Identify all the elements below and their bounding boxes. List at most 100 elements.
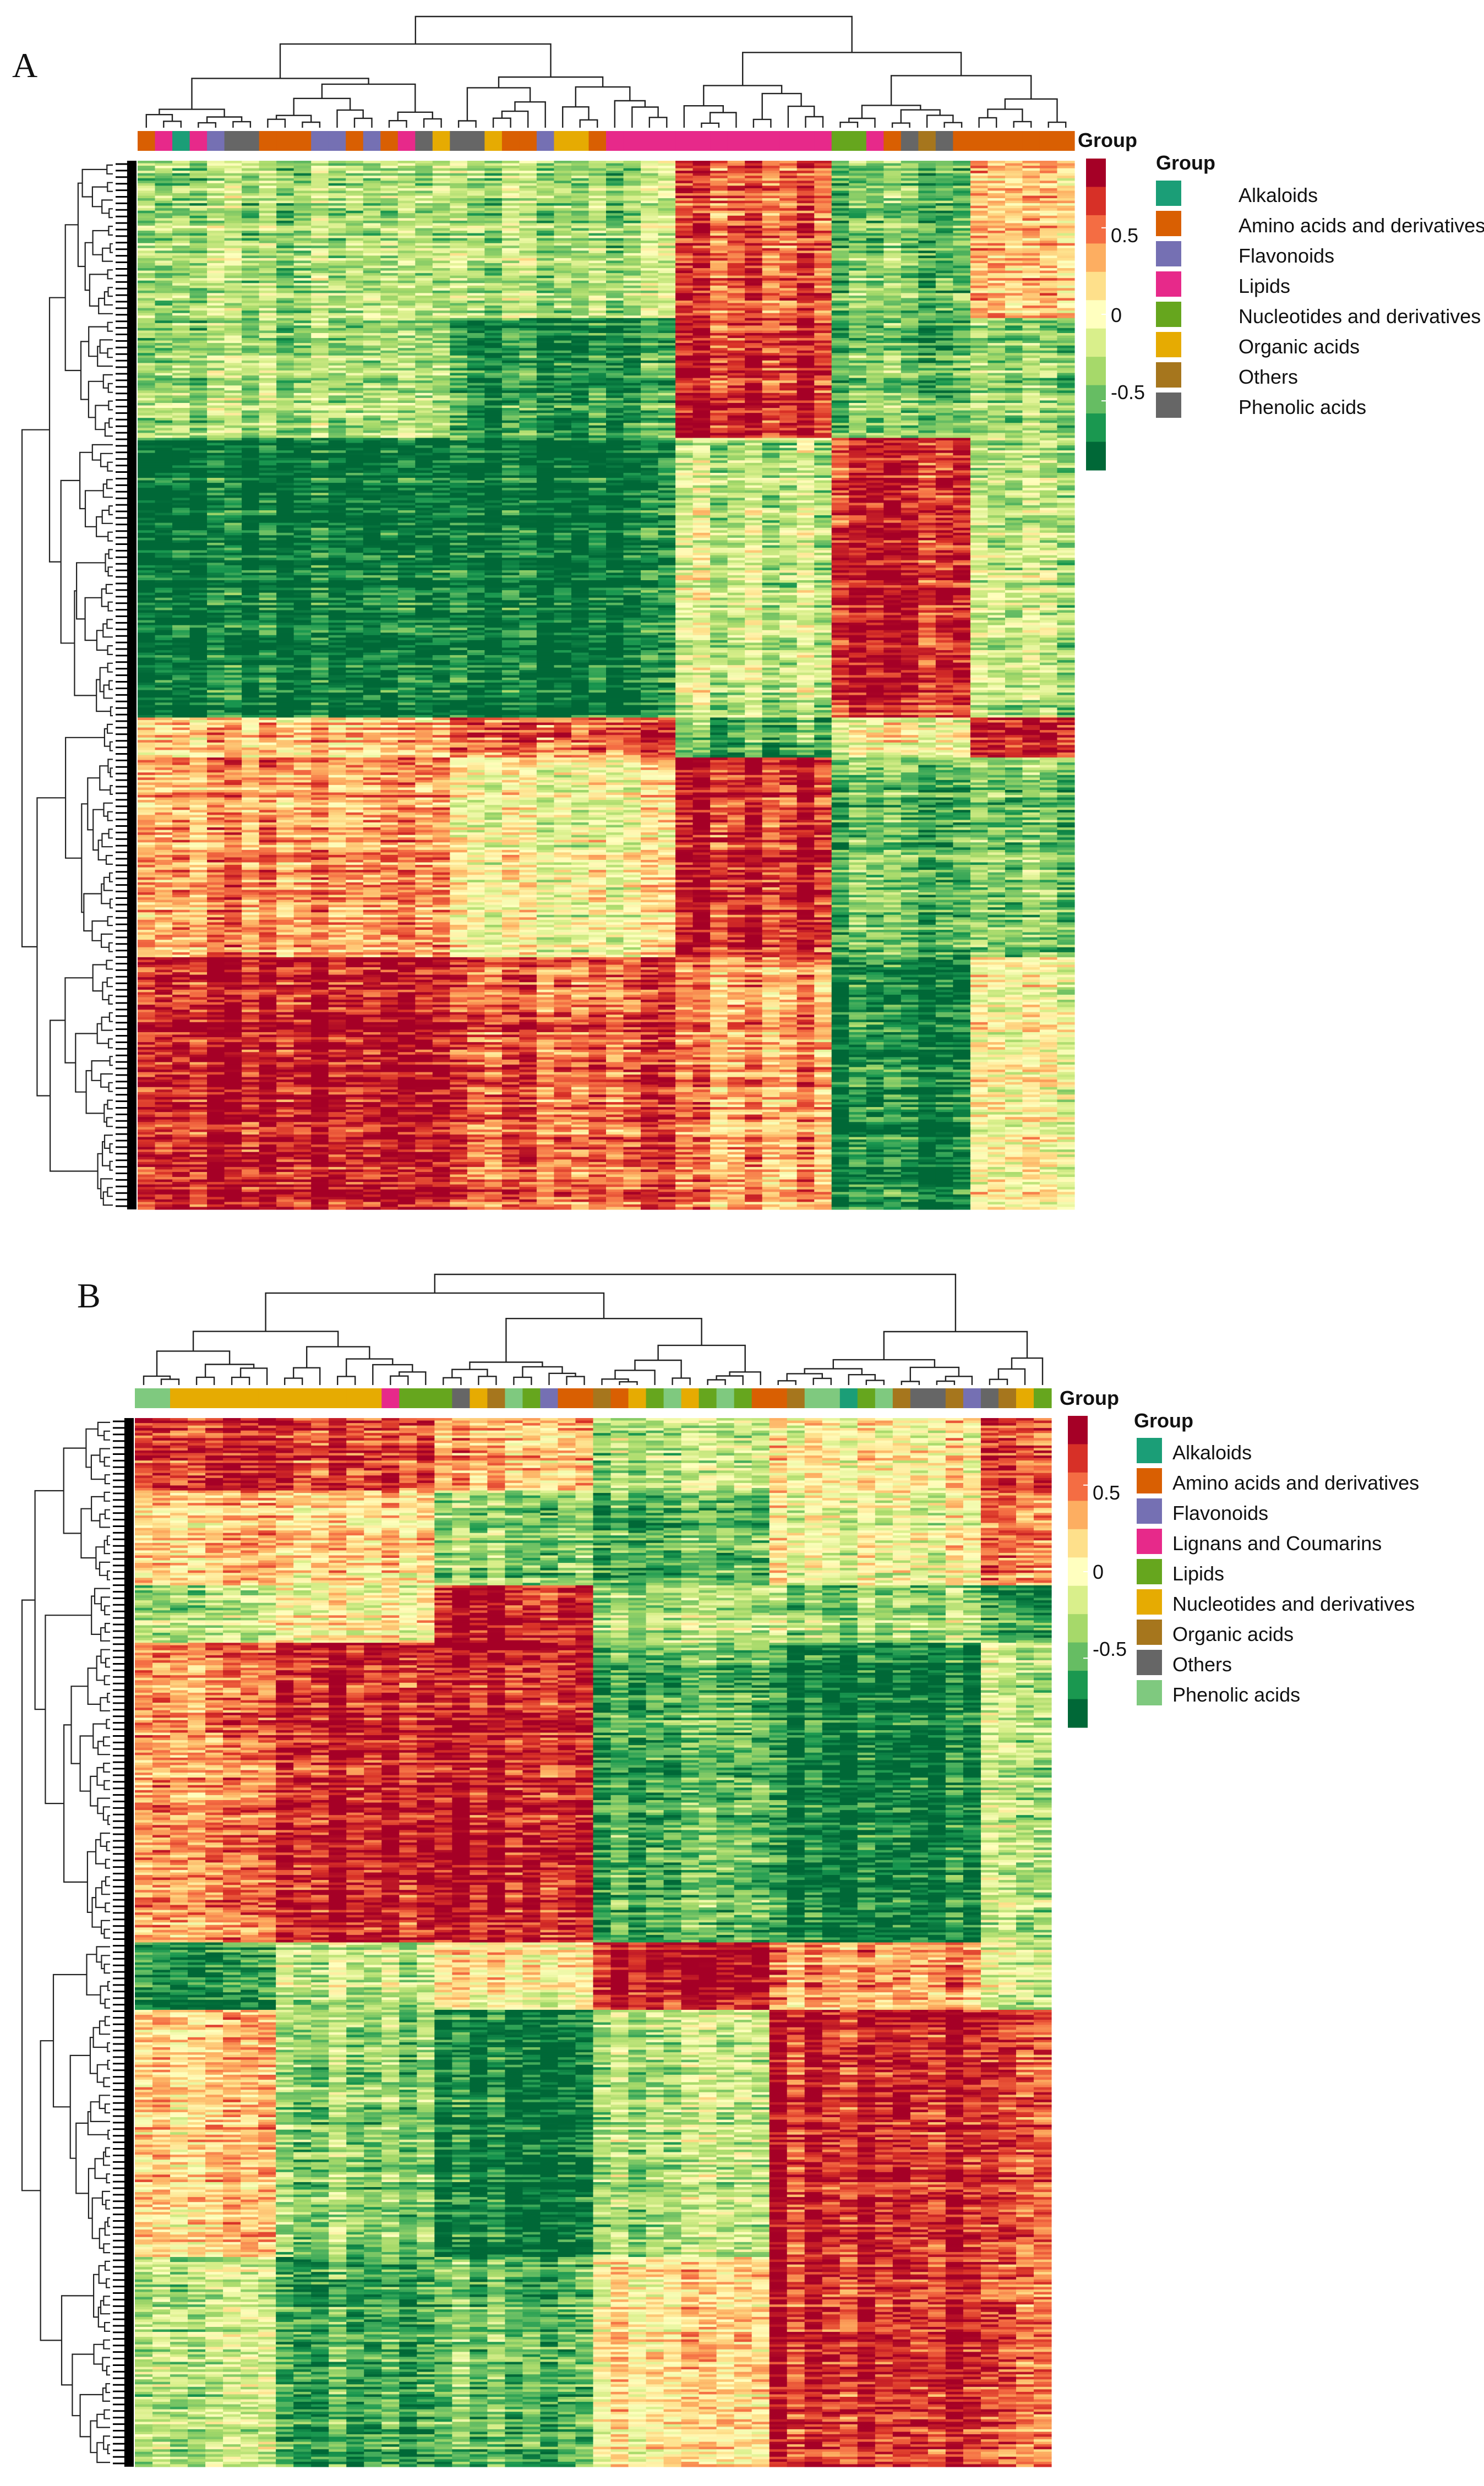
heatmap-cell — [849, 246, 867, 249]
heatmap-cell — [536, 293, 555, 296]
heatmap-cell — [779, 273, 798, 276]
heatmap-cell — [1005, 228, 1023, 231]
heatmap-cell — [710, 243, 728, 246]
heatmap-cell — [970, 293, 989, 296]
heatmap-cell — [501, 313, 520, 316]
heatmap-cell — [554, 223, 572, 226]
heatmap-cell — [519, 255, 537, 259]
heatmap-cell — [814, 193, 832, 197]
heatmap-cell — [779, 238, 798, 241]
heatmap-cell — [536, 343, 555, 346]
heatmap-cell — [501, 301, 520, 304]
column-dendrogram-link — [498, 76, 604, 88]
heatmap-cell — [138, 285, 156, 288]
heatmap-cell — [970, 190, 989, 194]
heatmap-cell — [346, 338, 364, 341]
heatmap-cell — [484, 193, 503, 197]
heatmap-cell — [380, 248, 399, 251]
heatmap-cell — [866, 163, 884, 166]
heatmap-cell — [901, 355, 919, 358]
heatmap-cell — [658, 193, 676, 197]
heatmap-cell — [293, 203, 312, 206]
heatmap-cell — [901, 293, 919, 296]
heatmap-cell — [866, 368, 884, 371]
heatmap-cell — [519, 233, 537, 236]
heatmap-cell — [536, 248, 555, 251]
heatmap-cell — [953, 365, 971, 369]
row-dendrogram-link — [102, 247, 113, 262]
heatmap-cell — [1005, 231, 1023, 234]
heatmap-cell — [1057, 198, 1075, 201]
heatmap-cell — [189, 233, 208, 236]
heatmap-cell — [762, 315, 780, 319]
heatmap-cell — [536, 171, 555, 174]
heatmap-cell — [588, 228, 607, 231]
heatmap-cell — [519, 318, 537, 321]
heatmap-cell — [346, 328, 364, 331]
heatmap-cell — [588, 246, 607, 249]
heatmap-cell — [727, 265, 745, 269]
heatmap-cell — [397, 323, 416, 326]
heatmap-cell — [710, 358, 728, 361]
heatmap-cell — [1039, 315, 1058, 319]
heatmap-cell — [242, 363, 260, 366]
heatmap-cell — [501, 250, 520, 254]
heatmap-cell — [397, 358, 416, 361]
heatmap-cell — [692, 225, 711, 229]
heatmap-cell — [1022, 320, 1040, 324]
heatmap-cell — [450, 223, 468, 226]
row-dendrogram-link — [64, 224, 81, 372]
heatmap-cell — [432, 350, 450, 353]
heatmap-cell — [710, 258, 728, 261]
heatmap-cell — [328, 332, 346, 336]
row-dendrogram-link — [92, 809, 104, 851]
heatmap-cell — [970, 188, 989, 192]
heatmap-cell — [380, 205, 399, 209]
heatmap-cell — [710, 320, 728, 324]
heatmap-cell — [397, 293, 416, 296]
heatmap-cell — [831, 190, 849, 194]
heatmap-cell — [432, 258, 450, 261]
heatmap-cell — [745, 275, 763, 279]
heatmap-cell — [796, 275, 815, 279]
heatmap-cell — [866, 200, 884, 204]
heatmap-cell — [242, 208, 260, 211]
heatmap-cell — [554, 193, 572, 197]
heatmap-cell — [155, 285, 173, 288]
heatmap-cell — [276, 308, 294, 311]
row-dendrogram-link — [108, 1082, 113, 1092]
heatmap-cell — [276, 178, 294, 181]
heatmap-cell — [606, 171, 624, 174]
row-dendrogram-link — [106, 164, 113, 175]
heatmap-cell — [796, 283, 815, 286]
heatmap-cell — [242, 186, 260, 189]
heatmap-cell — [953, 273, 971, 276]
heatmap-cell — [970, 183, 989, 186]
heatmap-cell — [745, 283, 763, 286]
heatmap-cell — [259, 278, 277, 281]
heatmap-cell — [1039, 210, 1058, 214]
heatmap-cell — [831, 200, 849, 204]
heatmap-cell — [397, 360, 416, 363]
row-dendrogram-link — [108, 418, 113, 428]
heatmap-cell — [953, 195, 971, 199]
heatmap-cell — [293, 181, 312, 184]
heatmap-cell — [987, 343, 1006, 346]
heatmap-cell — [692, 308, 711, 311]
heatmap-cell — [346, 360, 364, 363]
annotation-cell — [849, 131, 867, 151]
heatmap-cell — [415, 328, 433, 331]
heatmap-cell — [883, 348, 902, 351]
heatmap-cell — [397, 348, 416, 351]
heatmap-cell — [849, 183, 867, 186]
heatmap-cell — [224, 225, 242, 229]
heatmap-cell — [623, 310, 641, 314]
heatmap-cell — [415, 308, 433, 311]
heatmap-cell — [484, 328, 503, 331]
heatmap-cell — [311, 181, 329, 184]
heatmap-cell — [311, 168, 329, 171]
heatmap-cell — [224, 265, 242, 269]
heatmap-cell — [536, 260, 555, 264]
heatmap-cell — [762, 280, 780, 284]
heatmap-cell — [224, 338, 242, 341]
